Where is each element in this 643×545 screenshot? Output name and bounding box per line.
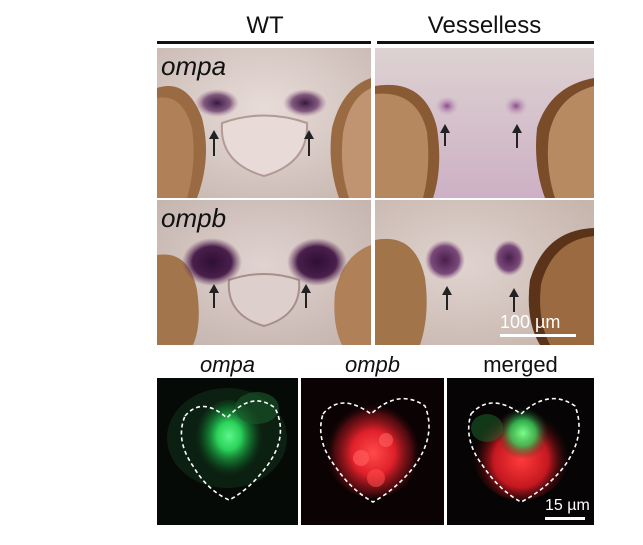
- panel-wt-ompa: [157, 48, 371, 198]
- panel-wt-ompb: [157, 200, 371, 345]
- header-wt: WT: [246, 12, 284, 39]
- panel-fluor-ompa: [157, 378, 298, 525]
- panel-vesselless-ompa: [375, 48, 594, 198]
- panel-fluor-merged: [447, 378, 594, 525]
- row-label-ompa: ompa: [161, 51, 227, 81]
- label-ompa-channel: ompa: [199, 352, 256, 377]
- header-vesselless: Vesselless: [427, 12, 542, 39]
- row-label-ompb: ompb: [161, 203, 227, 233]
- panel-vesselless-ompb: [375, 200, 594, 345]
- scale-bar-100um: [500, 334, 576, 337]
- header-wt-rule: [157, 41, 371, 44]
- scale-bar-15um: [545, 517, 585, 520]
- label-merged-channel: merged: [483, 352, 558, 377]
- header-vesselless-rule: [377, 41, 594, 44]
- scale-label-15um: 15 µm: [545, 497, 590, 514]
- panel-fluor-ompb: [301, 378, 444, 525]
- label-ompb-channel: ompb: [344, 352, 401, 377]
- scale-label-100um: 100 µm: [500, 312, 561, 332]
